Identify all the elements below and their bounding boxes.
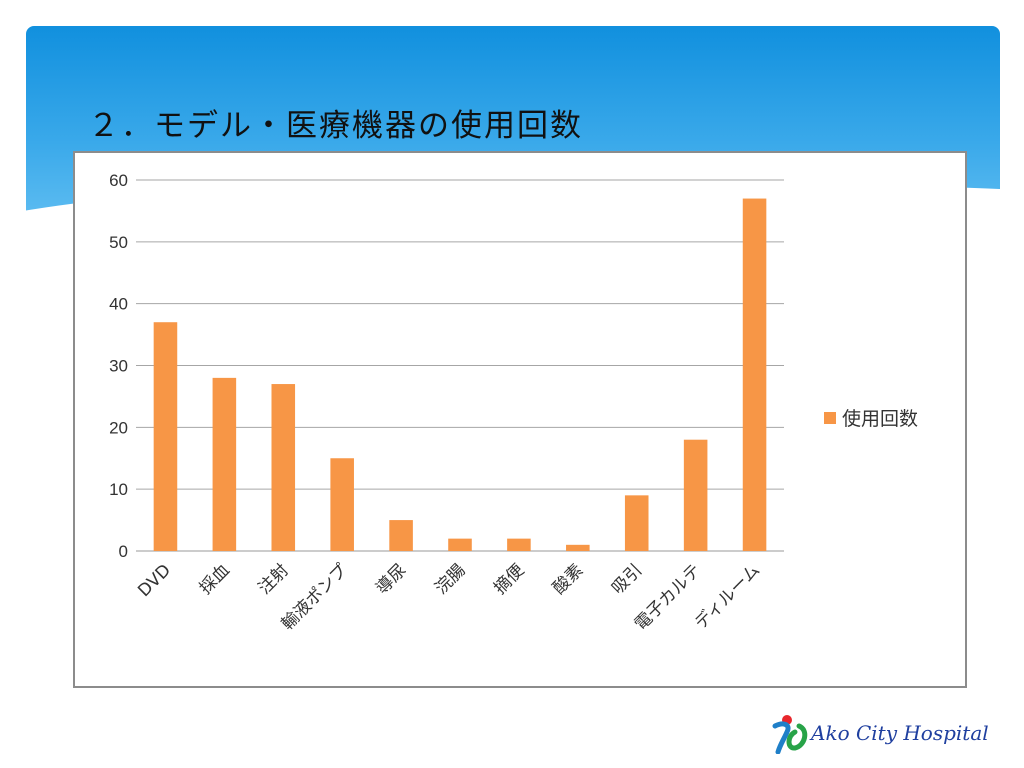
bar (389, 520, 413, 551)
bar (212, 377, 237, 551)
y-tick-label: 0 (119, 542, 128, 561)
y-tick-label: 20 (109, 418, 128, 437)
bar (624, 495, 649, 551)
hospital-logo-icon (772, 715, 808, 754)
y-tick-label: 60 (109, 171, 128, 190)
x-tick-label: 摘便 (490, 560, 528, 598)
hospital-logo: Ako City Hospital (769, 712, 999, 754)
bar (742, 198, 767, 552)
bar (566, 544, 590, 551)
slide-title: ２．モデル・医療機器の使用回数 (88, 108, 583, 144)
y-tick-label: 30 (109, 357, 128, 376)
bar (271, 384, 296, 551)
bar (683, 439, 708, 551)
bar (153, 322, 178, 551)
bar (448, 538, 472, 551)
x-tick-label: 注射 (255, 560, 293, 598)
x-tick-label: 浣腸 (431, 560, 469, 598)
bar (507, 538, 531, 551)
x-tick-label: DVD (134, 560, 175, 601)
x-tick-label: 酸素 (549, 560, 587, 598)
x-tick-label: 採血 (196, 560, 234, 598)
y-tick-label: 10 (109, 480, 128, 499)
bar (330, 458, 354, 551)
legend-swatch (824, 412, 836, 424)
y-tick-label: 50 (109, 233, 128, 252)
y-tick-label: 40 (109, 295, 128, 314)
x-tick-label: 吸引 (608, 560, 646, 598)
chart-frame: 0 10 20 30 40 50 60 DVD 採血 注射 輸液ポンプ 導尿 浣腸 摘便 酸素 吸引 電子カルテ… (73, 151, 967, 688)
x-tick-label: 導尿 (372, 560, 410, 598)
hospital-logo-text: Ako City Hospital (811, 721, 989, 745)
legend-label: 使用回数 (842, 408, 918, 430)
